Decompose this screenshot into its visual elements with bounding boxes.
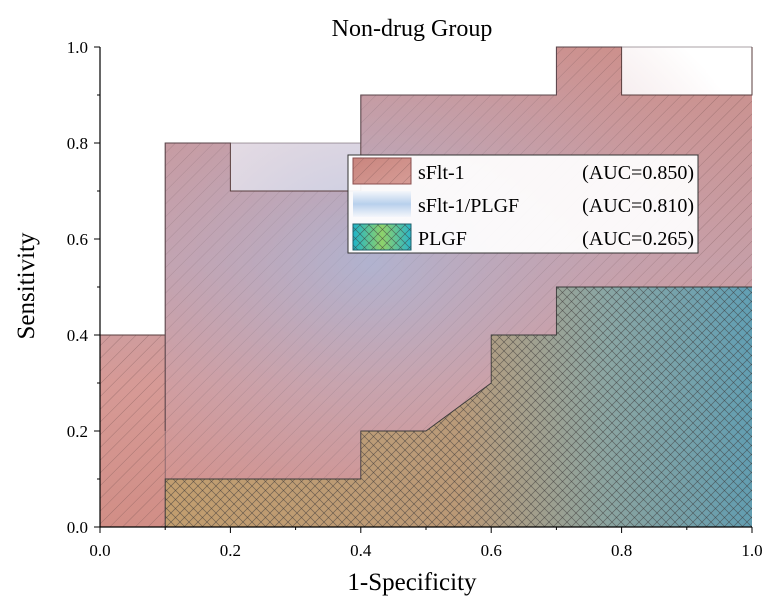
legend: sFlt-1 (AUC=0.850) sFlt-1/PLGF (AUC=0.81…: [347, 154, 699, 254]
y-tick-label: 0.8: [67, 134, 88, 153]
legend-auc-sflt1-plgf: (AUC=0.810): [582, 195, 694, 217]
x-axis-label: 1-Specificity: [347, 569, 477, 596]
x-tick-label: 0.4: [350, 541, 372, 560]
legend-auc-plgf: (AUC=0.265): [582, 228, 694, 250]
legend-label-sflt1-plgf: sFlt-1/PLGF: [418, 195, 519, 217]
line-plgf: [164, 286, 752, 527]
legend-swatch-sflt1-plgf: [353, 191, 411, 217]
legend-auc-sflt1: (AUC=0.850): [582, 162, 694, 184]
y-tick-label: 0.0: [67, 518, 88, 537]
x-tick-label: 0.6: [481, 541, 502, 560]
x-tick-label: 0.8: [611, 541, 632, 560]
y-tick-label: 1.0: [67, 38, 88, 57]
y-tick-label: 0.4: [67, 326, 89, 345]
y-axis-label: Sensitivity: [13, 232, 40, 339]
line-sflt1-plgf: [164, 46, 752, 527]
axes: 0.0 0.2 0.4 0.6 0.8 1.0 0.0 0.2 0.4 0.6 0.8 1.0: [67, 38, 763, 560]
area-plgf-hatch: [165, 287, 752, 527]
x-tick-label: 0.0: [89, 541, 110, 560]
y-tick-label: 0.2: [67, 422, 88, 441]
x-tick-label: 1.0: [741, 541, 762, 560]
legend-item-plgf: PLGF (AUC=0.265): [352, 223, 694, 251]
legend-item-sflt1: sFlt-1 (AUC=0.850): [352, 157, 694, 185]
chart-title: Non-drug Group: [332, 16, 493, 42]
legend-label-sflt1: sFlt-1: [418, 162, 465, 184]
x-tick-label: 0.2: [220, 541, 241, 560]
legend-label-plgf: PLGF: [418, 228, 467, 250]
y-tick-label: 0.6: [67, 230, 88, 249]
legend-item-sflt1-plgf: sFlt-1/PLGF (AUC=0.810): [353, 191, 694, 217]
plot-area: [99, 46, 753, 527]
